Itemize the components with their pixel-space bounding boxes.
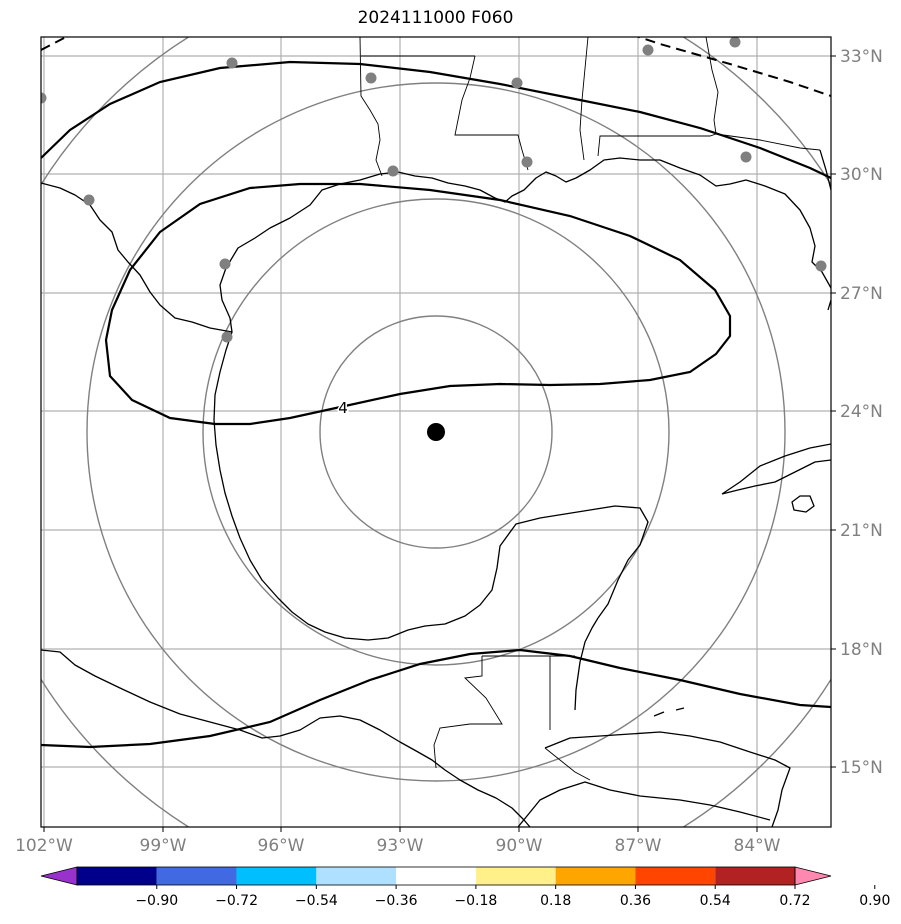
contour-north: [41, 60, 831, 179]
dashed-line-east: [635, 37, 831, 97]
map-frame: [40, 36, 832, 828]
range-ring-2: [202, 198, 670, 666]
border-louisiana-mississippi: [454, 55, 529, 171]
colorbar-tick-label: 0.18: [540, 893, 571, 909]
isle-of-youth: [791, 495, 815, 513]
dashed-boundary: [41, 37, 831, 97]
border-honduras: [544, 747, 591, 781]
storm-center-marker: [427, 423, 445, 441]
station-marker: [226, 57, 238, 69]
colorbar-tick-label: 0.36: [620, 893, 651, 909]
station-marker: [221, 331, 233, 343]
station-marker: [740, 151, 752, 163]
lat-tick-label: 27°N: [840, 284, 883, 304]
station-marker: [642, 44, 654, 56]
border-texas-louisiana: [359, 37, 383, 177]
colorbar-tick-label: −0.72: [215, 893, 258, 909]
cuba-coast: [721, 443, 831, 495]
contour-south: [41, 648, 831, 749]
colorbar-segment: [316, 867, 397, 885]
mexico-pacific-coast: [41, 649, 531, 827]
political-borders: [359, 37, 821, 781]
small-island-1: [653, 711, 665, 717]
lat-tick-label: 18°N: [840, 640, 883, 660]
colorbar-over-arrow: [794, 866, 832, 886]
map-title: 2024111000 F060: [357, 8, 514, 28]
colorbar-tick-label: −0.36: [375, 893, 418, 909]
colorbar: −0.90 −0.72 −0.54 −0.36 −0.18 0.18 0.36 0.54 0.7…: [40, 866, 890, 909]
us-gulf-coast: [41, 157, 831, 333]
yucatan-east-coast: [574, 617, 599, 711]
lat-tick-label: 21°N: [840, 521, 883, 541]
lat-tick-label: 30°N: [840, 165, 883, 185]
range-ring-3: [86, 82, 786, 782]
mexico-gulf-coast: [213, 331, 649, 641]
station-marker: [83, 194, 95, 206]
station-marker: [219, 258, 231, 270]
contour-label: 4: [338, 399, 348, 417]
lon-tick-label: 84°W: [734, 836, 781, 856]
contours: [41, 60, 831, 749]
map-area: 4: [41, 37, 831, 827]
lat-tick-label: 15°N: [840, 758, 883, 778]
colorbar-outline: [76, 866, 796, 886]
station-marker: [521, 156, 533, 168]
station-marker: [365, 72, 377, 84]
colorbar-segment: [156, 867, 237, 885]
border-mississippi-alabama: [579, 37, 589, 161]
colorbar-tick-label: 0.54: [700, 893, 731, 909]
stations: [41, 37, 827, 343]
colorbar-segment: [555, 867, 636, 885]
station-marker: [511, 77, 523, 89]
colorbar-tick-label: −0.54: [295, 893, 338, 909]
longitude-ticks: 102°W 99°W 96°W 93°W 90°W 87°W 84°W: [15, 827, 781, 856]
station-marker: [41, 92, 47, 104]
lon-tick-label: 93°W: [377, 836, 424, 856]
colorbar-segment: [475, 867, 556, 885]
station-marker: [815, 260, 827, 272]
range-ring-1: [319, 315, 553, 549]
station-marker: [387, 165, 399, 177]
colorbar-segment: [236, 867, 317, 885]
border-alabama-georgia: [597, 37, 719, 157]
station-marker: [729, 37, 741, 48]
colorbar-segment: [635, 867, 716, 885]
lon-tick-label: 96°W: [258, 836, 305, 856]
colorbar-tick-label: 0.90: [859, 893, 890, 909]
lat-tick-label: 24°N: [840, 402, 883, 422]
colorbar-tick-label: −0.18: [454, 893, 497, 909]
colorbar-segment: [715, 867, 795, 885]
coastlines: [41, 149, 831, 827]
colorbar-segment: [396, 867, 476, 885]
colorbar-under-arrow: [40, 866, 78, 886]
lat-tick-label: 33°N: [840, 47, 883, 67]
central-america-south-coast: [517, 781, 771, 827]
lon-tick-label: 87°W: [615, 836, 662, 856]
lon-tick-label: 102°W: [15, 836, 73, 856]
small-island-2: [675, 707, 685, 711]
colorbar-tick-label: −0.90: [135, 893, 178, 909]
central-america-caribbean-coast: [544, 731, 791, 827]
border-georgia-florida: [715, 133, 821, 151]
colorbar-tick-label: 0.72: [779, 893, 810, 909]
latitude-ticks: 33°N 30°N 27°N 24°N 21°N 18°N 15°N: [831, 47, 883, 778]
colorbar-segment: [77, 867, 157, 885]
range-rings: [41, 37, 831, 827]
lon-tick-label: 90°W: [496, 836, 543, 856]
contour-closed-4: [104, 182, 732, 426]
lon-tick-label: 99°W: [140, 836, 187, 856]
dashed-line-west: [41, 37, 67, 51]
